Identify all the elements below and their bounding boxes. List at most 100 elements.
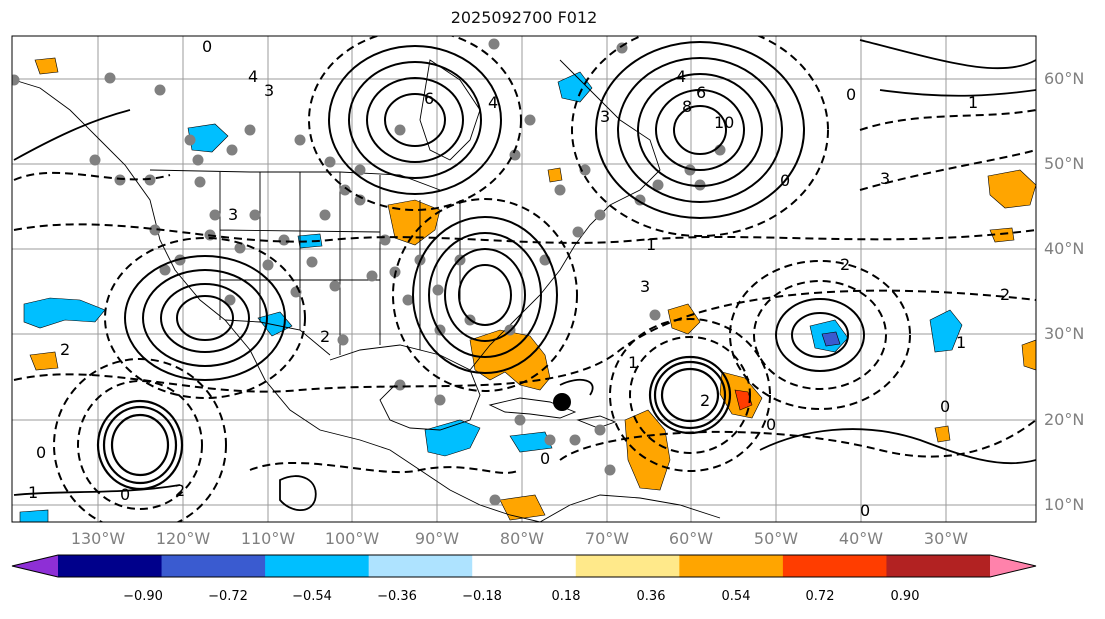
shade-patch-orange <box>667 303 701 335</box>
observation-dot <box>604 464 616 476</box>
observation-dot <box>569 434 581 446</box>
shade-patch-orange <box>1021 339 1036 371</box>
contour-label: 0 <box>780 171 790 190</box>
coastline-gulf <box>329 344 481 431</box>
shade-patch-blue <box>929 309 963 353</box>
lon-label: 40°W <box>839 529 883 548</box>
lon-label: 130°W <box>71 529 126 548</box>
coastline-hudson <box>419 59 481 161</box>
observation-dot <box>192 154 204 166</box>
contour-label: 0 <box>940 397 950 416</box>
shade-patch-blue <box>297 233 323 249</box>
observation-dot <box>306 256 318 268</box>
contour-label: 1 <box>956 333 966 352</box>
shade-patch-blue <box>509 431 553 453</box>
colorbar-segment <box>575 555 680 577</box>
shade-patch-red <box>734 389 753 411</box>
lat-label: 40°N <box>1044 239 1084 258</box>
observation-dot <box>579 164 591 176</box>
observation-dot <box>514 414 526 426</box>
contour-label: 8 <box>682 97 692 116</box>
state-borders <box>219 172 461 355</box>
observation-dot <box>524 114 536 126</box>
colorbar-segment <box>368 555 473 577</box>
contour-label: 4 <box>248 67 258 86</box>
contour-label: 0 <box>766 415 776 434</box>
contour-system-west-coast <box>124 255 286 381</box>
map-title: 2025092700 F012 <box>450 8 598 27</box>
contour-label: 1 <box>628 353 638 372</box>
lat-label: 50°N <box>1044 154 1084 173</box>
observation-dot <box>594 209 606 221</box>
shade-patch-blue <box>19 509 49 522</box>
observation-dot <box>379 234 391 246</box>
observation-dot <box>394 379 406 391</box>
observation-dot <box>209 209 221 221</box>
lat-label: 20°N <box>1044 410 1084 429</box>
contour-label: 2 <box>60 340 70 359</box>
observation-dot <box>89 154 101 166</box>
contour-label: 0 <box>860 501 870 520</box>
contour-label: 2 <box>840 255 850 274</box>
observation-dot <box>337 334 349 346</box>
observation-dot <box>649 309 661 321</box>
solid-contours <box>13 39 1036 512</box>
colorbar-segment <box>161 555 266 577</box>
contour-label: 0 <box>540 449 550 468</box>
observation-dot <box>144 174 156 186</box>
shade-patch-blue <box>557 71 593 103</box>
observation-dot <box>104 72 116 84</box>
observation-dot <box>224 294 236 306</box>
lat-label: 30°N <box>1044 324 1084 343</box>
observation-dot <box>402 294 414 306</box>
contour-label: 3 <box>640 277 650 296</box>
contour-system-north-central <box>328 45 502 195</box>
storm-center-marker <box>553 393 571 411</box>
shade-patch-orange <box>29 351 59 371</box>
observation-dot <box>244 124 256 136</box>
observation-dot <box>294 134 306 146</box>
observation-dot <box>434 394 446 406</box>
observation-dot <box>149 224 161 236</box>
colorbar-segment <box>472 555 577 577</box>
colorbar-tick-label: −0.54 <box>292 589 332 604</box>
observation-dot <box>544 434 556 446</box>
observation-dot <box>154 84 166 96</box>
contour-label: 10 <box>714 113 734 132</box>
colorbar-segment <box>886 555 991 577</box>
coastline-canada-east <box>559 59 661 206</box>
contour-system-pacific <box>96 399 184 491</box>
shade-patch-orange <box>499 494 546 521</box>
colorbar-tick-label: −0.18 <box>462 589 502 604</box>
shade-patch-blue <box>424 419 481 457</box>
contour-label: 2 <box>320 327 330 346</box>
observation-dot <box>234 242 246 254</box>
colorbar-tick-label: 0.90 <box>891 589 920 604</box>
observation-dot <box>249 209 261 221</box>
contour-system-north-atlantic <box>595 41 805 219</box>
observation-dot <box>278 234 290 246</box>
coastline-cuba <box>488 397 577 419</box>
longitude-labels: 130°W 120°W 110°W 100°W 90°W 80°W 70°W 6… <box>71 529 968 548</box>
lon-label: 60°W <box>669 529 713 548</box>
lon-label: 80°W <box>500 529 544 548</box>
shade-patch-blue <box>23 297 106 329</box>
contour-label: 6 <box>696 83 706 102</box>
observation-dot <box>432 284 444 296</box>
coastline-hispaniola <box>576 415 617 429</box>
contour-label: 4 <box>488 93 498 112</box>
dashed-contours <box>13 36 1036 522</box>
observation-dot <box>594 424 606 436</box>
observation-dot <box>174 254 186 266</box>
shade-patch-orange <box>989 227 1015 243</box>
observation-dot <box>319 209 331 221</box>
colorbar-tick-label: −0.90 <box>123 589 163 604</box>
colorbar-outline <box>11 554 1037 578</box>
lon-label: 100°W <box>325 529 380 548</box>
lon-label: 70°W <box>585 529 629 548</box>
contour-label: 0 <box>846 85 856 104</box>
border-us-mexico <box>224 319 331 356</box>
observation-dot <box>324 156 336 168</box>
contour-label: 4 <box>676 67 686 86</box>
contour-label: 0 <box>36 443 46 462</box>
